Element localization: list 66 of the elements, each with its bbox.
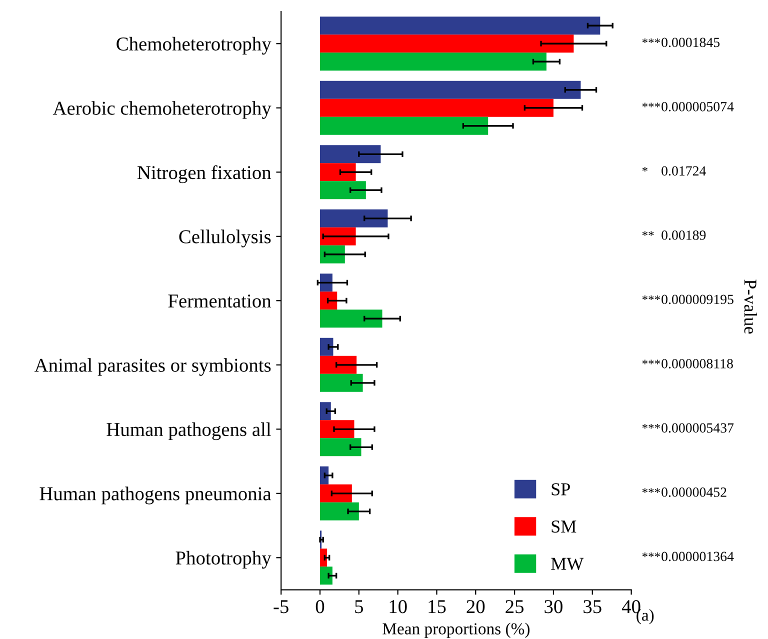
text: 0.000009195 — [662, 294, 734, 304]
x-tick-label: -5 — [274, 600, 288, 614]
text: 0.000001364 — [662, 552, 734, 562]
text: ** — [642, 231, 654, 236]
bar — [320, 292, 338, 310]
x-tick-label: 10 — [390, 600, 407, 614]
bar — [320, 116, 488, 135]
y-tick-label: Human pathogens pneumonia — [40, 486, 272, 504]
legend-label: MW — [551, 558, 584, 570]
bar — [320, 356, 357, 374]
text: 0.000005437 — [662, 423, 734, 433]
text: 0.0001845 — [662, 38, 720, 48]
bar — [320, 16, 600, 35]
bar — [320, 420, 354, 438]
bar — [320, 52, 546, 71]
y-tick-label: Aerobic chemoheterotrophy — [52, 101, 272, 119]
bar — [320, 402, 331, 420]
bar — [320, 548, 328, 567]
text: 0.00000452 — [662, 488, 726, 497]
bar — [320, 438, 362, 456]
y-tick-label: Cellulolysis — [179, 230, 271, 248]
bar — [320, 338, 334, 356]
bar — [320, 274, 332, 292]
bar — [320, 566, 332, 585]
text: 0.01724 — [662, 166, 706, 176]
x-tick-label: 20 — [466, 600, 485, 614]
bar — [320, 163, 356, 182]
y-tick-label: Nitrogen fixation — [137, 165, 272, 184]
y-tick-label: Phototrophy — [176, 550, 272, 569]
bar — [320, 310, 382, 328]
bar — [320, 374, 363, 392]
bar — [320, 245, 345, 264]
bar — [320, 80, 581, 99]
bar — [320, 181, 366, 200]
x-tick-label: 0 — [316, 600, 324, 614]
bar — [320, 502, 359, 520]
text: 0.00189 — [662, 230, 706, 240]
bar — [320, 34, 574, 53]
x-tick-label: 5 — [355, 600, 364, 614]
bar — [320, 484, 352, 502]
x-tick-label: 25 — [506, 600, 524, 614]
bar — [320, 98, 554, 117]
text: *** — [642, 360, 660, 364]
legend-label: SP — [552, 483, 570, 496]
text: *** — [642, 488, 660, 493]
x-tick-label: 30 — [544, 600, 562, 614]
x-tick-label: 15 — [428, 600, 446, 614]
bar — [320, 209, 388, 228]
text: *** — [642, 424, 660, 429]
text: 0.000005074 — [662, 102, 734, 112]
y-tick-label: Animal parasites or symbionts — [34, 358, 271, 376]
text: *** — [642, 552, 660, 558]
text: *** — [642, 295, 660, 300]
y-tick-label: Human pathogens all — [106, 422, 271, 440]
x-tick-label: 35 — [584, 600, 602, 614]
bar — [320, 145, 381, 164]
y-tick-label: Chemoheterotrophy — [116, 36, 272, 55]
x-axis-title: Mean proportions (%) — [382, 622, 530, 638]
text: * — [642, 166, 648, 172]
bar — [320, 227, 356, 246]
y-tick-label: Fermentation — [168, 294, 272, 308]
text: *** — [642, 102, 660, 108]
text: *** — [642, 38, 660, 44]
legend-label: SM — [552, 520, 576, 533]
text: 0.000008118 — [662, 359, 733, 368]
text: P-value — [744, 280, 757, 334]
